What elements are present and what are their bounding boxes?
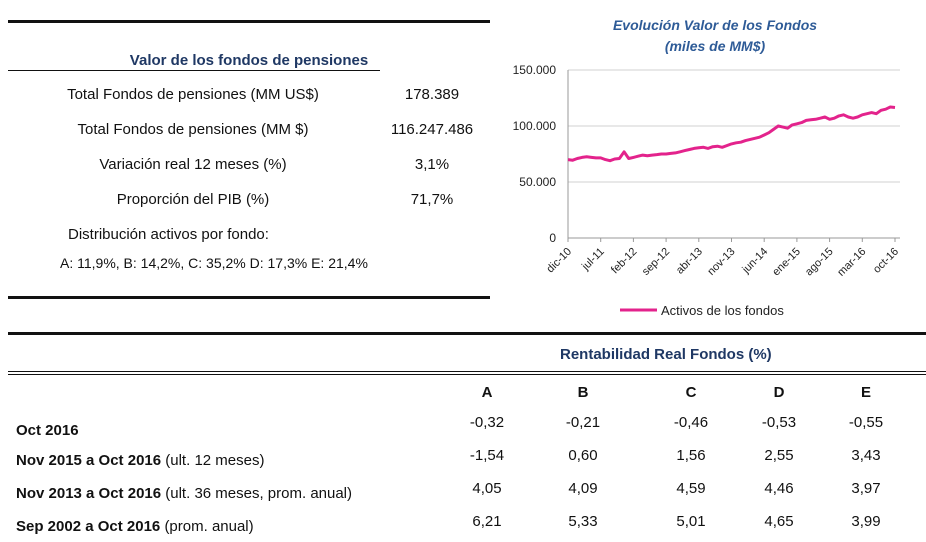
cell: 1,56 [676, 447, 706, 464]
row-label: Nov 2013 a Oct 2016 (ult. 36 meses, prom… [16, 485, 352, 502]
cell: 4,59 [676, 480, 706, 497]
cell: 3,43 [851, 447, 881, 464]
y-tick-label: 0 [549, 231, 556, 245]
x-tick-label: jul-11 [579, 246, 607, 274]
cell: 4,05 [472, 480, 502, 497]
period-note: (ult. 12 meses) [165, 452, 265, 469]
x-tick-label: nov-13 [705, 246, 737, 278]
x-tick-label: ago-15 [803, 246, 836, 279]
column-header: D [773, 384, 785, 401]
rule [8, 20, 490, 23]
period: Sep 2002 a Oct 2016 [16, 518, 161, 535]
summary-value: 116.247.486 [390, 121, 474, 138]
rule [8, 332, 926, 335]
cell: -0,55 [848, 414, 884, 431]
cell: 3,99 [851, 513, 881, 530]
cell: 6,21 [472, 513, 502, 530]
x-tick-label: abr-13 [674, 246, 705, 277]
cell: -0,46 [673, 414, 709, 431]
distribution-label: Distribución activos por fondo: [68, 226, 269, 243]
row-label: Sep 2002 a Oct 2016 (prom. anual) [16, 518, 254, 535]
cell: 4,46 [764, 480, 794, 497]
summary-label: Variación real 12 meses (%) [99, 156, 287, 173]
x-tick-label: mar-16 [835, 246, 868, 279]
period: Nov 2015 a Oct 2016 [16, 452, 162, 469]
period: Nov 2013 a Oct 2016 [16, 485, 162, 502]
summary-label: Total Fondos de pensiones (MM $) [77, 121, 309, 138]
column-header: B [577, 384, 589, 401]
x-tick-label: dic-10 [544, 246, 574, 276]
cell: 2,55 [764, 447, 794, 464]
cell: -0,32 [469, 414, 505, 431]
distribution: A: 11,9%, B: 14,2%, C: 35,2% D: 17,3% E:… [60, 255, 368, 271]
rule [8, 70, 380, 71]
row-label: Oct 2016 [16, 422, 79, 439]
legend-label: Activos de los fondos [661, 303, 784, 318]
chart-subtitle: (miles de MM$) [665, 38, 766, 54]
period: Oct 2016 [16, 422, 79, 439]
cell: 0,60 [568, 447, 598, 464]
cell: 5,01 [676, 513, 706, 530]
cell: 4,65 [764, 513, 794, 530]
period-note: (ult. 36 meses, prom. anual) [165, 485, 353, 502]
summary-label: Total Fondos de pensiones (MM US$) [67, 86, 319, 103]
row-label: Nov 2015 a Oct 2016 (ult. 12 meses) [16, 452, 264, 469]
x-tick-label: jun-14 [740, 246, 771, 277]
x-tick-label: ene-15 [770, 246, 803, 279]
x-tick-label: feb-12 [609, 246, 640, 277]
y-tick-label: 100.000 [513, 119, 557, 133]
chart-title: Evolución Valor de los Fondos [613, 17, 817, 33]
cell: 4,09 [568, 480, 598, 497]
cell: -1,54 [469, 447, 505, 464]
rule [8, 296, 490, 299]
y-tick-label: 150.000 [513, 63, 557, 77]
line-series [567, 105, 896, 163]
cell: -0,53 [761, 414, 797, 431]
summary-title: Valor de los fondos de pensiones [129, 52, 369, 69]
rule [8, 374, 926, 375]
cell: 3,97 [851, 480, 881, 497]
column-header: A [481, 384, 493, 401]
column-header: E [860, 384, 871, 401]
y-tick-label: 50.000 [519, 175, 556, 189]
summary-value: 71,7% [410, 191, 454, 208]
summary-label: Proporción del PIB (%) [116, 191, 270, 208]
chart: Evolución Valor de los Fondos (miles de … [513, 17, 902, 318]
period-note: (prom. anual) [164, 518, 254, 535]
cell: 5,33 [568, 513, 598, 530]
cell: -0,21 [565, 414, 601, 431]
returns-title: Rentabilidad Real Fondos (%) [560, 346, 772, 363]
x-tick-label: oct-16 [871, 246, 901, 276]
x-tick-label: sep-12 [640, 246, 672, 278]
summary-value: 178.389 [404, 86, 460, 103]
rule [8, 371, 926, 372]
column-header: C [685, 384, 697, 401]
summary-value: 3,1% [414, 156, 450, 173]
